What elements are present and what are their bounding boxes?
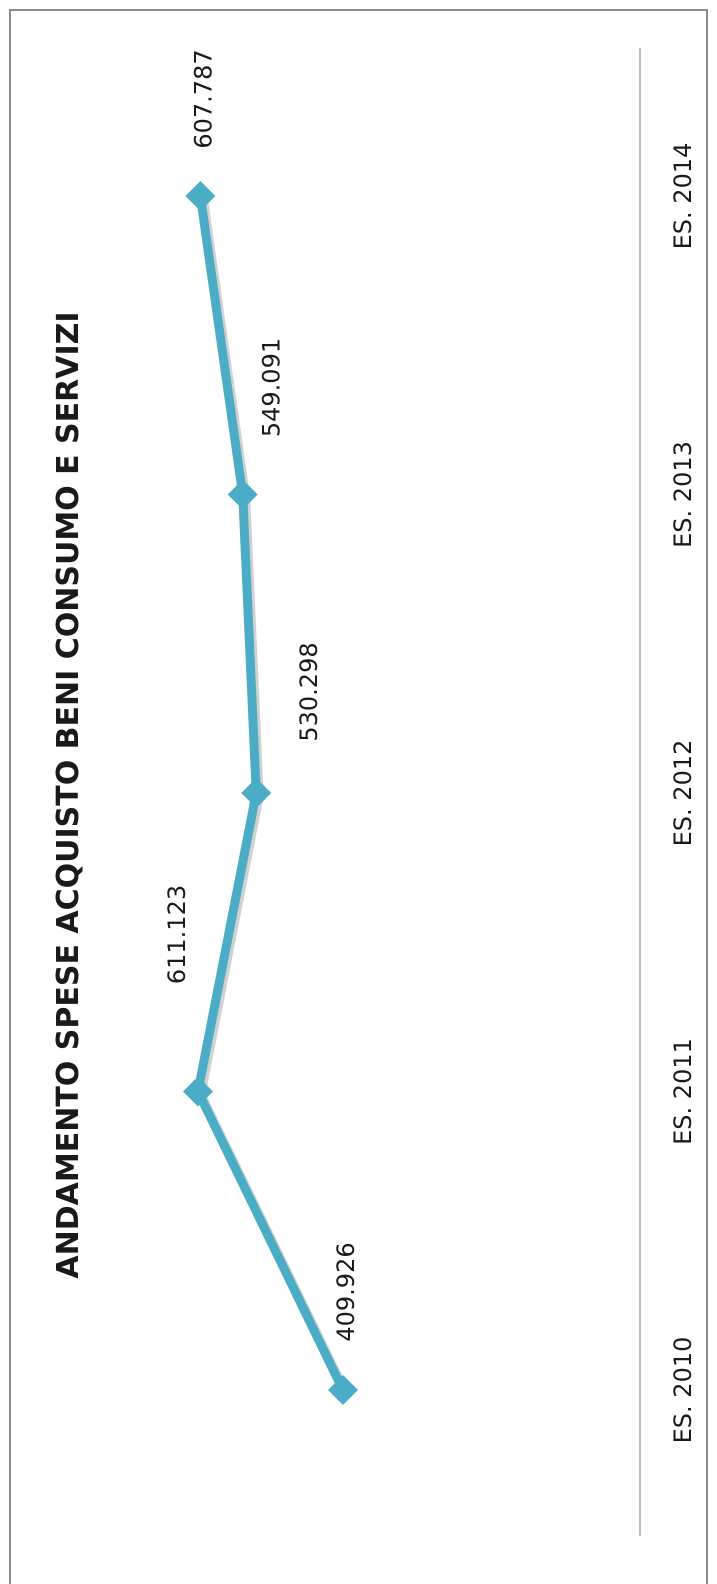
series-line-group: [183, 181, 358, 1405]
data-value-label: 607.787: [189, 49, 217, 148]
data-value-label: 409.926: [332, 1242, 360, 1341]
category-tick-label: ES. 2014: [669, 143, 697, 250]
chart-title: ANDAMENTO SPESE ACQUISTO BENI CONSUMO E …: [51, 311, 86, 1278]
data-point-marker: [241, 778, 272, 808]
data-point-marker: [183, 1076, 213, 1107]
data-labels: 409.926 611.123 530.298 549.091 607.787: [163, 49, 360, 1341]
data-point-marker: [185, 181, 216, 211]
category-tick-label: ES. 2013: [669, 441, 697, 548]
data-value-label: 611.123: [163, 885, 191, 984]
category-tick-labels: ES. 2010 ES. 2011 ES. 2012 ES. 2013 ES. 2014: [669, 143, 697, 1444]
category-tick-label: ES. 2010: [669, 1337, 697, 1444]
chart-frame: [9, 9, 708, 1584]
category-tick-label: ES. 2012: [669, 740, 697, 847]
data-value-label: 530.298: [295, 642, 323, 741]
data-point-marker: [328, 1375, 358, 1405]
data-point-marker: [227, 479, 258, 510]
category-tick-label: ES. 2011: [669, 1038, 697, 1145]
data-value-label: 549.091: [258, 338, 286, 437]
